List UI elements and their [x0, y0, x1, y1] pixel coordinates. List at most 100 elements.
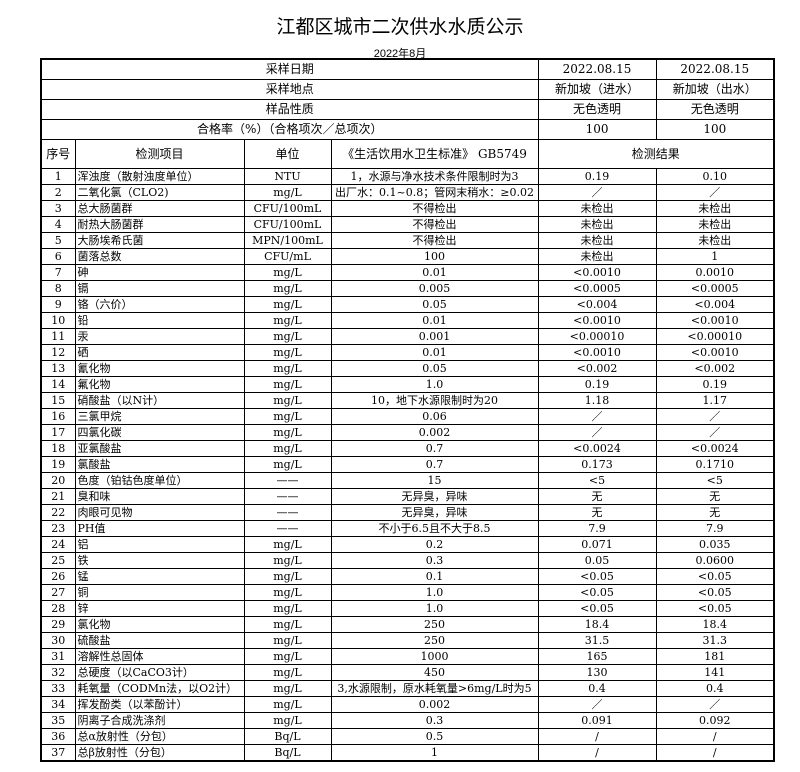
row-result-outlet: <0.05 [655, 584, 775, 601]
row-result-outlet: 0.0600 [655, 552, 775, 569]
header-unit: 单位 [243, 139, 332, 169]
row-unit: CFU/mL [243, 248, 332, 265]
row-no: 9 [40, 296, 76, 313]
row-result-inlet: 0.05 [537, 552, 657, 569]
row-item: 大肠埃希氏菌 [74, 232, 245, 249]
table-row: 4 耐热大肠菌群 CFU/100mL 不得检出 未检出 未检出 [40, 216, 775, 233]
row-unit: mg/L [243, 312, 332, 329]
info-value-outlet: 新加坡（出水） [655, 79, 775, 100]
row-standard: 10，地下水源限制时为20 [330, 392, 539, 409]
table-row: 34 挥发酚类（以苯酚计） mg/L 0.002 ／／ [40, 696, 775, 713]
table-row: 1 浑浊度（散射浊度单位） NTU 1，水源与净水技术条件限制时为3 0.19 0.10 [40, 168, 775, 185]
table-row: 16 三氯甲烷 mg/L 0.06 ／／ [40, 408, 775, 425]
table-row: 27 铜 mg/L 1.0 <0.05 <0.05 [40, 584, 775, 601]
info-value-inlet: 新加坡（进水） [537, 79, 657, 100]
row-result-inlet: <0.004 [537, 296, 657, 313]
row-result-inlet: 31.5 [537, 632, 657, 649]
row-item: 氟化物 [74, 376, 245, 393]
row-standard: 不得检出 [330, 216, 539, 233]
row-standard: 不得检出 [330, 232, 539, 249]
row-standard: 无异臭，异味 [330, 504, 539, 521]
row-no: 16 [40, 408, 76, 425]
info-row: 采样地点 新加坡（进水） 新加坡（出水） [40, 79, 775, 100]
row-unit: mg/L [243, 264, 332, 281]
info-value-outlet: 无色透明 [655, 99, 775, 120]
row-unit: mg/L [243, 360, 332, 377]
row-result-outlet: 18.4 [655, 616, 775, 633]
row-unit: mg/L [243, 296, 332, 313]
row-result-outlet: <0.002 [655, 360, 775, 377]
row-standard: 450 [330, 664, 539, 681]
row-no: 33 [40, 680, 76, 697]
row-unit: mg/L [243, 616, 332, 633]
table-row: 15 硝酸盐（以N计） mg/L 10，地下水源限制时为20 1.18 1.17 [40, 392, 775, 409]
table-row: 37 总β放射性（分包） Bq/L 1// [40, 744, 775, 762]
row-unit: mg/L [243, 392, 332, 409]
row-item: 耐热大肠菌群 [74, 216, 245, 233]
row-standard: 0.005 [330, 280, 539, 297]
row-result-inlet: 165 [537, 648, 657, 665]
row-unit: Bq/L [243, 744, 332, 762]
row-unit: Bq/L [243, 728, 332, 745]
table-row: 26 锰 mg/L 0.1 <0.05 <0.05 [40, 568, 775, 585]
row-no: 32 [40, 664, 76, 681]
table-row: 7 砷 mg/L 0.01 <0.0010 0.0010 [40, 264, 775, 281]
row-item: 二氧化氯（CLO2) [74, 184, 245, 201]
row-unit: —— [243, 488, 332, 505]
water-quality-table: 采样日期 2022.08.15 2022.08.15 采样地点 新加坡（进水） 新加坡（出… [40, 58, 776, 762]
row-no: 5 [40, 232, 76, 249]
table-row: 23 PH值 —— 不小于6.5且不大于8.5 7.9 7.9 [40, 520, 775, 537]
row-item: 硝酸盐（以N计） [74, 392, 245, 409]
row-unit: —— [243, 520, 332, 537]
row-result-inlet: <0.0010 [537, 312, 657, 329]
row-result-outlet: <0.05 [655, 600, 775, 617]
row-item: 硫酸盐 [74, 632, 245, 649]
row-standard: 0.01 [330, 264, 539, 281]
info-row: 采样日期 2022.08.15 2022.08.15 [40, 58, 775, 80]
row-no: 10 [40, 312, 76, 329]
row-standard: 0.1 [330, 568, 539, 585]
row-result-outlet: <0.00010 [655, 328, 775, 345]
row-standard: 0.7 [330, 440, 539, 457]
row-item: 镉 [74, 280, 245, 297]
row-no: 21 [40, 488, 76, 505]
table-row: 11 汞 mg/L 0.001 <0.00010 <0.00010 [40, 328, 775, 345]
row-result-inlet: <0.00010 [537, 328, 657, 345]
info-label: 采样地点 [40, 79, 539, 100]
row-item: 色度（铂钴色度单位） [74, 472, 245, 489]
info-value-inlet: 100 [537, 119, 657, 140]
header-no: 序号 [40, 139, 76, 169]
row-standard: 0.3 [330, 712, 539, 729]
row-no: 26 [40, 568, 76, 585]
row-item: 阴离子合成洗涤剂 [74, 712, 245, 729]
row-standard: 无异臭，异味 [330, 488, 539, 505]
info-row: 样品性质 无色透明 无色透明 [40, 99, 775, 120]
row-item: 溶解性总固体 [74, 648, 245, 665]
info-value-outlet: 100 [655, 119, 775, 140]
row-item: 总大肠菌群 [74, 200, 245, 217]
row-no: 28 [40, 600, 76, 617]
row-no: 8 [40, 280, 76, 297]
row-unit: mg/L [243, 664, 332, 681]
table-header-row: 序号 检测项目 单位 《生活饮用水卫生标准》 GB5749 检测结果 [40, 139, 775, 169]
row-result-outlet: / [655, 744, 775, 762]
table-row: 8 镉 mg/L 0.005 <0.0005 <0.0005 [40, 280, 775, 297]
row-result-inlet: 0.19 [537, 168, 657, 185]
row-unit: mg/L [243, 408, 332, 425]
row-unit: CFU/100mL [243, 216, 332, 233]
row-item: 硒 [74, 344, 245, 361]
page-title: 江都区城市二次供水水质公示 [276, 16, 524, 38]
row-result-outlet: <0.0010 [655, 312, 775, 329]
row-unit: mg/L [243, 328, 332, 345]
row-result-inlet: 未检出 [537, 248, 657, 265]
row-unit: mg/L [243, 632, 332, 649]
row-unit: mg/L [243, 648, 332, 665]
row-result-outlet: 0.1710 [655, 456, 775, 473]
row-result-inlet: <0.0010 [537, 264, 657, 281]
row-standard: 250 [330, 616, 539, 633]
row-result-inlet: ／ [537, 424, 657, 441]
row-result-inlet: <0.0010 [537, 344, 657, 361]
row-no: 15 [40, 392, 76, 409]
row-unit: CFU/100mL [243, 200, 332, 217]
row-unit: mg/L [243, 424, 332, 441]
